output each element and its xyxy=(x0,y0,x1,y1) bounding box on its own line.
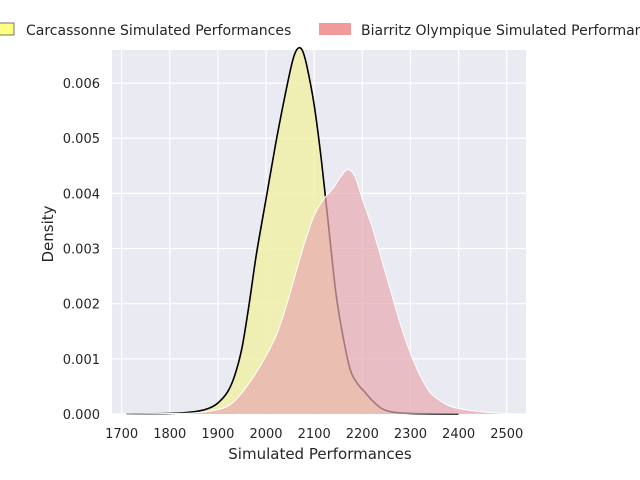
y-tick-label: 0.006 xyxy=(63,77,100,92)
x-tick-label: 2100 xyxy=(298,427,331,442)
legend-label-biarritz: Biarritz Olympique Simulated Performance… xyxy=(361,23,640,39)
y-tick-label: 0.002 xyxy=(63,298,100,313)
x-tick-label: 2400 xyxy=(442,427,475,442)
x-tick-label: 1900 xyxy=(201,427,234,442)
x-tick-label: 2500 xyxy=(490,427,523,442)
y-axis-label: Density xyxy=(39,205,57,262)
y-tick-labels: 0.000 0.001 0.002 0.003 0.004 0.005 0.006 xyxy=(63,77,100,423)
y-tick-label: 0.000 xyxy=(63,408,100,423)
legend-label-carcassonne: Carcassonne Simulated Performances xyxy=(26,23,291,39)
y-tick-label: 0.004 xyxy=(63,187,100,202)
y-tick-label: 0.003 xyxy=(63,243,100,258)
y-tick-label: 0.005 xyxy=(63,132,100,147)
legend-swatch-carcassonne xyxy=(0,22,15,36)
density-area-biarritz xyxy=(126,169,512,414)
legend: Carcassonne Simulated Performances Biarr… xyxy=(0,22,640,39)
y-tick-label: 0.001 xyxy=(63,353,100,368)
x-tick-label: 2200 xyxy=(346,427,379,442)
x-tick-label: 1700 xyxy=(105,427,138,442)
x-tick-label: 2300 xyxy=(394,427,427,442)
x-tick-label: 1800 xyxy=(153,427,186,442)
x-tick-label: 2000 xyxy=(249,427,282,442)
legend-swatch-biarritz xyxy=(319,23,351,35)
density-line-biarritz xyxy=(126,169,512,415)
x-tick-labels: 1700 1800 1900 2000 2100 2200 2300 2400 2500 xyxy=(105,427,523,442)
density-areas xyxy=(126,46,512,415)
density-area-carcassonne xyxy=(126,47,459,415)
x-axis-label: Simulated Performances xyxy=(228,445,412,463)
